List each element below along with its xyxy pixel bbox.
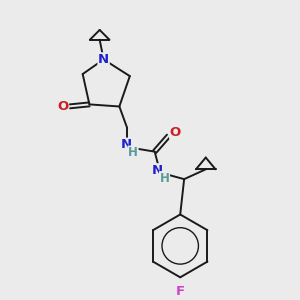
Text: N: N — [121, 138, 132, 151]
Text: F: F — [176, 285, 185, 298]
Text: H: H — [160, 172, 170, 185]
Text: O: O — [57, 100, 68, 113]
Text: N: N — [98, 53, 109, 66]
Text: O: O — [170, 125, 181, 139]
Text: N: N — [152, 164, 163, 177]
Text: H: H — [128, 146, 138, 159]
